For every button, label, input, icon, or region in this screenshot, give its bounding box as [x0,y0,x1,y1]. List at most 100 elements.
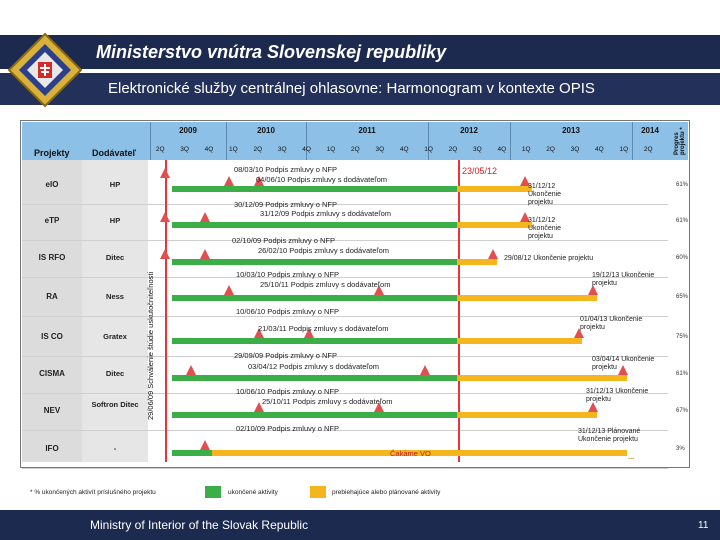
milestone-icon [200,440,210,450]
bar-nev-ongoing [457,412,597,418]
bar-cisma-done [172,375,457,381]
quarter-header: 2Q [448,146,458,153]
year-separator [150,122,151,160]
project-progress: 67% [676,408,689,414]
year-header: 2012 [460,126,478,135]
row-line [22,316,668,317]
projects-column [22,160,82,462]
project-supplier: Ditec [105,253,125,262]
legend-ongoing-label: prebiehajúce alebo plánované aktivity [332,489,441,496]
year-separator [428,122,429,160]
project-progress: 61% [676,371,689,377]
year-separator [632,122,633,160]
quarter-header: 3Q [570,146,580,153]
milestone-icon [224,176,234,186]
ifo-status: Čakáme VO [390,449,431,458]
col-supplier: Dodávateľ [92,148,136,158]
project-progress: 3% [676,446,685,452]
milestone-icon [520,212,530,222]
project-progress: 61% [676,182,689,188]
quarter-header: 4Q [497,146,507,153]
annotation: 25/10/11 Podpis zmluvy s dodávateľom [262,397,393,406]
bar-eio-done [172,186,457,192]
row-line [22,277,668,278]
project-progress: 65% [676,294,689,300]
row-line [22,204,668,205]
year-separator [510,122,511,160]
milestone-icon [420,365,430,375]
project-name: RA [46,292,58,301]
milestone-icon [304,328,314,338]
milestone-icon [224,285,234,295]
end-note: 29/08/12 Ukončenie projektu [504,255,594,262]
page-number: 11 [698,520,709,531]
quarter-header: 2Q [643,146,653,153]
annotation: 30/12/09 Podpis zmluvy o NFP [234,200,337,209]
annotation: 29/09/09 Podpis zmluvy o NFP [234,351,337,360]
project-name: IS RFO [38,253,66,262]
milestone-icon [588,285,598,295]
annotation: 03/04/12 Podpis zmluvy s dodávateľom [248,362,380,371]
quarter-header: 1Q [521,146,531,153]
quarter-header: 4Q [204,146,214,153]
milestone-icon [160,212,170,222]
annotation: 31/12/09 Podpis zmluvy s dodávateľom [260,209,392,218]
milestone-icon [200,212,210,222]
bar-nev-done [172,412,457,418]
quarter-header: 4Q [399,146,409,153]
end-note: 31/12/12 Ukončenie projektu [528,183,562,206]
bar-cisma-ongoing [457,375,627,381]
project-progress: 61% [676,218,689,224]
annotation: 10/06/10 Podpis zmluvy o NFP [236,307,339,316]
quarter-header: 3Q [277,146,287,153]
bar-isco-done [172,338,457,344]
quarter-header: 2Q [155,146,165,153]
progress-header [668,122,688,160]
bar-ra-ongoing [457,295,597,301]
milestone-icon [520,176,530,186]
bar-isco-ongoing [457,338,582,344]
milestone-icon [160,249,170,259]
year-header: 2011 [358,126,376,135]
year-separator [226,122,227,160]
milestone-icon [186,365,196,375]
milestone-icon [574,328,584,338]
project-name: eTP [44,216,60,225]
project-supplier: Ditec [105,369,125,378]
quarter-header: 3Q [375,146,385,153]
page-title: Ministerstvo vnútra Slovenskej republiky [96,42,447,62]
end-note: 31/12/12 Ukončenie projektu [528,217,562,240]
end-note: 31/12/13 Plánované Ukončenie projektu [578,428,641,443]
milestone-icon [488,249,498,259]
bar-etp-done [172,222,457,228]
annotation: 04/06/10 Podpis zmluvy s dodávateľom [256,175,388,184]
milestone-icon [254,402,264,412]
milestone-icon [618,365,628,375]
bar-ifo-ongoing [212,450,627,456]
bar-ra-done [172,295,457,301]
project-name: IFO [45,444,59,453]
annotation: 02/10/09 Podpis zmluvy o NFP [232,236,335,245]
current-date-line [458,160,460,462]
annotation: 10/06/10 Podpis zmluvy o NFP [236,387,339,396]
footer-text: Ministry of Interior of the Slovak Repub… [90,518,309,532]
bar-etp-ongoing [457,222,532,228]
current-date-label: 23/05/12 [462,166,498,176]
title-bar [0,35,720,69]
project-supplier: HP [109,216,121,225]
ministry-emblem-icon [7,32,83,108]
quarter-header: 2Q [546,146,555,153]
end-note: 03/04/14 Ukončenie projektu [592,356,655,371]
gantt-header [22,122,668,160]
legend-done-swatch [205,486,221,498]
col-progress: Progres projektu * [674,127,686,155]
project-progress: 75% [676,334,689,340]
milestone-icon [374,402,384,412]
project-supplier: - [113,444,117,453]
annotation: 08/03/10 Podpis zmluvy o NFP [234,165,337,174]
col-projects: Projekty [34,148,70,158]
end-note: 19/12/13 Ukončenie projektu [592,272,655,287]
end-note: 01/04/13 Ukončenie projektu [580,316,643,331]
project-name: NEV [43,406,61,415]
annotation: 02/10/09 Podpis zmluvy o NFP [236,424,339,433]
